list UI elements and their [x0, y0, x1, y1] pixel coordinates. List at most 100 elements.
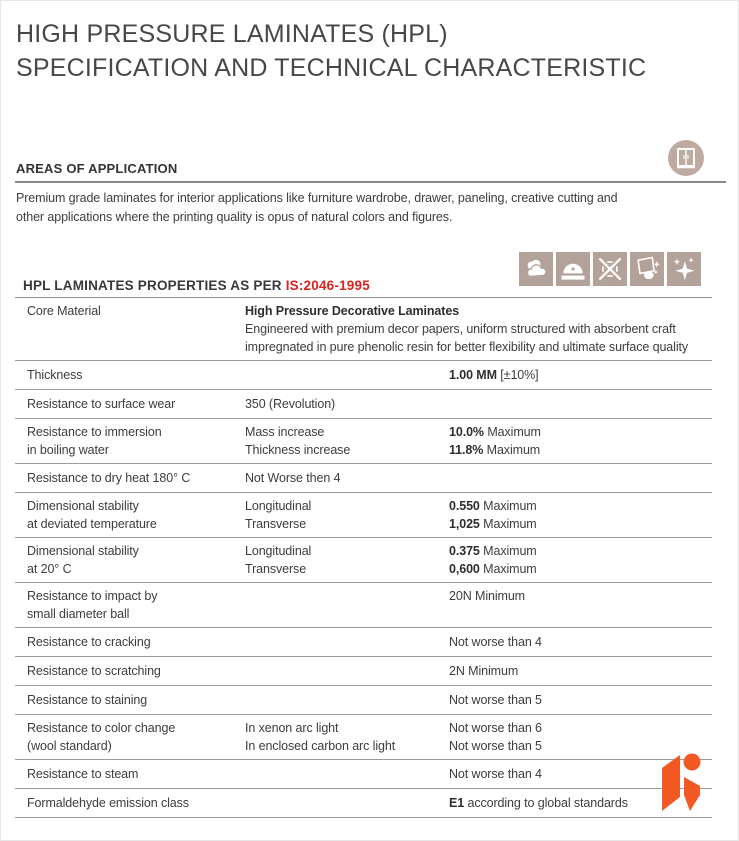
property-name-line: in boiling water	[27, 443, 109, 457]
property-name-line: Resistance to immersion	[27, 425, 162, 439]
property-cell: Resistance to dry heat 180° C	[15, 469, 245, 487]
easy-clean-icon	[630, 252, 664, 286]
value-bold: 1.00 MM	[449, 368, 497, 382]
saw-blade-icon	[556, 252, 590, 286]
wardrobe-icon-glyph	[677, 148, 695, 169]
table-row: Resistance to dry heat 180° C Not Worse t…	[15, 464, 712, 493]
property-cell: Resistance to staining	[15, 691, 245, 709]
page-title-line2: SPECIFICATION AND TECHNICAL CHARACTERIST…	[16, 54, 647, 82]
value-text: Not worse than 5	[449, 693, 542, 707]
property-name-line: Resistance to scratching	[27, 664, 161, 678]
sparkle-shine-icon-glyph	[673, 257, 695, 281]
value-line: Not worse than 5	[449, 737, 712, 755]
property-name-line: Dimensional stability	[27, 544, 139, 558]
value-line: Not worse than 6	[449, 719, 712, 737]
saw-blade-icon-glyph	[561, 263, 585, 280]
property-name-line: Core Material	[27, 304, 101, 318]
value-bold: 0,600	[449, 562, 480, 576]
table-row: Resistance to immersion in boiling water M…	[15, 419, 712, 464]
property-cell: Resistance to color change (wool standard…	[15, 719, 245, 755]
condition-cell: Longitudinal Transverse	[245, 542, 449, 578]
table-row: Resistance to steam Not worse than 4	[15, 760, 712, 789]
value-line: 11.8% Maximum	[449, 441, 712, 459]
areas-of-application-text: Premium grade laminates for interior app…	[16, 191, 618, 224]
property-cell: Resistance to scratching	[15, 662, 245, 680]
value-line: 0.375 Maximum	[449, 542, 712, 560]
value-cell: Not worse than 5	[449, 691, 712, 709]
value-line: 10.0% Maximum	[449, 423, 712, 441]
table-row: Resistance to impact by small diameter ba…	[15, 583, 712, 628]
table-row: Dimensional stability at deviated tempera…	[15, 493, 712, 538]
value-text: [±10%]	[496, 368, 539, 382]
properties-heading: HPL LAMINATES PROPERTIES AS PER IS:2046-…	[23, 278, 370, 293]
brand-k-logo-glyph	[662, 753, 701, 811]
property-name-line: Resistance to color change	[27, 721, 176, 735]
property-name-line: Formaldehyde emission class	[27, 796, 189, 810]
value-cell: 20N Minimum	[449, 587, 712, 605]
wardrobe-icon	[668, 140, 704, 176]
table-row: Core Material High Pressure Decorative La…	[15, 298, 712, 361]
table-row: Formaldehyde emission class E1 according …	[15, 789, 712, 818]
standard-code: IS:2046-1995	[285, 278, 370, 293]
areas-of-application-heading: AREAS OF APPLICATION	[16, 161, 178, 176]
condition-line: Longitudinal	[245, 544, 312, 558]
condition-cell: Mass increase Thickness increase	[245, 423, 449, 459]
value-bold: 10.0%	[449, 425, 484, 439]
condition-cell: 350 (Revolution)	[245, 395, 449, 413]
property-cell: Core Material	[15, 302, 245, 320]
value-text: 2N Minimum	[449, 664, 519, 678]
value-bold: E1	[449, 796, 465, 810]
property-name-line: small diameter ball	[27, 607, 130, 621]
value-cell: 0.375 Maximum 0,600 Maximum	[449, 542, 712, 578]
property-cell: Formaldehyde emission class	[15, 794, 245, 812]
value-cell: Not worse than 6 Not worse than 5	[449, 719, 712, 755]
table-row: Resistance to surface wear 350 (Revolutio…	[15, 390, 712, 419]
property-cell: Dimensional stability at 20° C	[15, 542, 245, 578]
properties-heading-prefix: HPL LAMINATES PROPERTIES AS PER	[23, 278, 286, 293]
property-name-line: at deviated temperature	[27, 517, 157, 531]
condition-cell: Longitudinal Transverse	[245, 497, 449, 533]
value-cell: E1 according to global standards	[449, 794, 712, 812]
value-text: Maximum	[479, 544, 537, 558]
easy-clean-icon-glyph	[637, 256, 660, 280]
property-cell: Resistance to immersion in boiling water	[15, 423, 245, 459]
value-line: Not worse than 4	[449, 633, 712, 651]
scratch-proof-icon	[593, 252, 627, 286]
scratch-proof-icon-glyph	[597, 256, 623, 282]
value-bold: 0.550	[449, 499, 480, 513]
condition-line: Mass increase	[245, 425, 325, 439]
condition-cell: Not Worse then 4	[245, 469, 449, 487]
value-text: Not worse than 5	[449, 739, 542, 753]
value-text: 20N Minimum	[449, 589, 525, 603]
value-text: Not worse than 6	[449, 721, 542, 735]
brand-k-logo	[655, 752, 701, 816]
value-bold: 11.8%	[449, 443, 484, 457]
clouds-icon	[519, 252, 553, 286]
property-icons-strip	[519, 252, 701, 286]
property-cell: Resistance to steam	[15, 765, 245, 783]
page-title-line1: HIGH PRESSURE LAMINATES (HPL)	[16, 20, 448, 48]
clouds-icon-glyph	[526, 259, 547, 278]
property-cell: Resistance to surface wear	[15, 395, 245, 413]
value-cell: Not worse than 4	[449, 633, 712, 651]
properties-table: Core Material High Pressure Decorative La…	[15, 297, 712, 818]
value-text: Maximum	[483, 443, 541, 457]
property-name-line: Resistance to steam	[27, 767, 139, 781]
property-cell: Resistance to impact by small diameter ba…	[15, 587, 245, 623]
value-line: Not worse than 4	[449, 765, 712, 783]
value-cell: 0.550 Maximum 1,025 Maximum	[449, 497, 712, 533]
value-text: Maximum	[479, 562, 537, 576]
value-line: 1.00 MM [±10%]	[449, 366, 712, 384]
value-line: E1 according to global standards	[449, 794, 712, 812]
condition-line: Thickness increase	[245, 443, 351, 457]
condition-line: In enclosed carbon arc light	[245, 739, 396, 753]
property-name-line: at 20° C	[27, 562, 72, 576]
table-row: Thickness 1.00 MM [±10%]	[15, 361, 712, 390]
value-text: Maximum	[479, 499, 537, 513]
condition-line: Transverse	[245, 517, 307, 531]
property-name-line: Resistance to surface wear	[27, 397, 176, 411]
value-line: 0.550 Maximum	[449, 497, 712, 515]
value-cell: Not worse than 4	[449, 765, 712, 783]
value-cell: 1.00 MM [±10%]	[449, 366, 712, 384]
value-text: Not worse than 4	[449, 767, 542, 781]
